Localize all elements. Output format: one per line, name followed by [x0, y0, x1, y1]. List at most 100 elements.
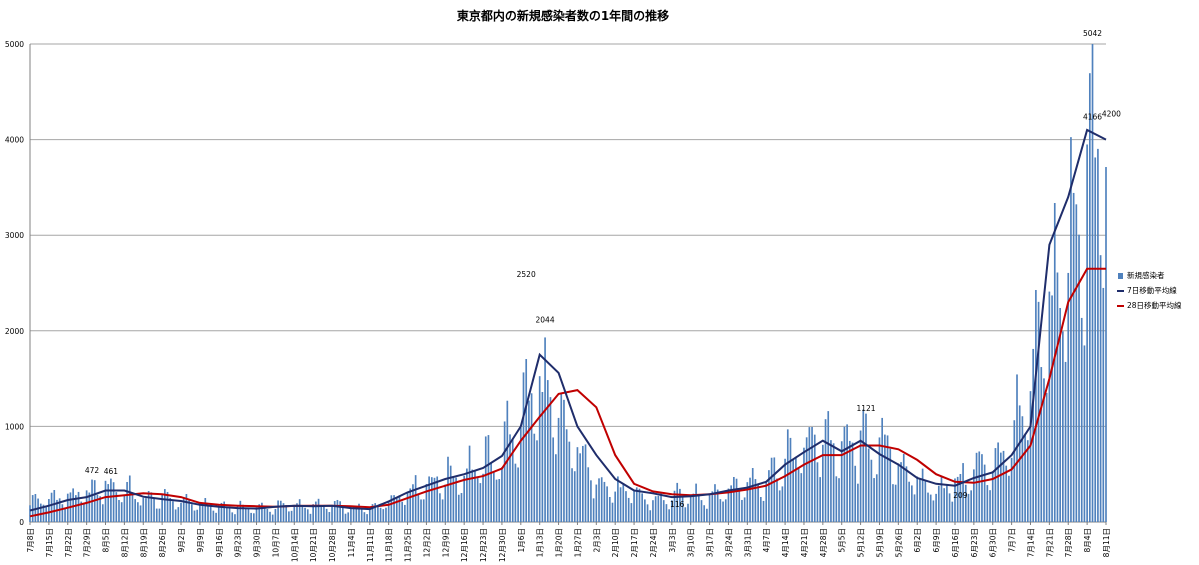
bar [1091, 44, 1094, 522]
bar [967, 493, 970, 522]
bar [64, 507, 66, 522]
bar [546, 380, 549, 522]
bar [145, 498, 147, 522]
bar [347, 512, 350, 522]
bar [768, 470, 770, 522]
bar [665, 504, 668, 522]
x-tick-label: 6月9日 [932, 528, 941, 553]
bar [306, 509, 309, 522]
bar [104, 480, 107, 522]
bar [174, 509, 177, 522]
bar [940, 476, 943, 522]
bar [158, 508, 161, 522]
bar [48, 499, 50, 522]
bar [859, 430, 862, 522]
bar [1056, 272, 1059, 522]
legend-label: 新規感染者 [1127, 270, 1165, 280]
bar [430, 477, 433, 522]
bar [137, 502, 139, 522]
bar [1024, 433, 1026, 522]
bar [387, 500, 390, 522]
bar [973, 469, 975, 522]
bar [83, 503, 85, 522]
bar [813, 434, 816, 522]
bar [784, 458, 786, 522]
bar [649, 510, 652, 522]
bar [652, 500, 654, 522]
bar [541, 391, 544, 522]
legend-label: 28日移動平均線 [1127, 300, 1182, 310]
bar [916, 476, 919, 522]
bar [679, 488, 681, 522]
bar [190, 504, 193, 522]
x-tick-label: 3月3日 [668, 528, 677, 553]
ma7-line [29, 128, 1107, 512]
bar [244, 508, 247, 522]
bar [355, 506, 358, 522]
bar [935, 493, 937, 522]
bar [989, 490, 991, 522]
bar [417, 494, 420, 522]
bar [128, 475, 131, 522]
bar [552, 437, 555, 522]
bar [573, 471, 576, 522]
x-tick-label: 9月30日 [253, 528, 262, 557]
bar [555, 454, 557, 522]
bar [293, 505, 296, 522]
bar [533, 433, 536, 522]
bar [584, 444, 587, 522]
data-label: 4200 [1102, 109, 1121, 118]
bar [39, 503, 42, 522]
y-tick-label: 4000 [5, 136, 24, 145]
data-label: 2044 [536, 316, 555, 325]
bar [795, 456, 797, 522]
bar [1005, 465, 1008, 522]
x-tick-label: 12月2日 [422, 528, 431, 557]
x-tick-label: 8月5日 [102, 528, 111, 553]
bar [754, 479, 757, 522]
bar [101, 504, 104, 522]
bar [706, 508, 708, 522]
legend-swatch [1118, 273, 1123, 279]
bar [452, 476, 455, 522]
bar [695, 483, 697, 522]
bar [689, 495, 692, 522]
bar [290, 510, 293, 522]
bar [31, 495, 34, 522]
bar [759, 497, 762, 522]
bar [217, 505, 220, 522]
x-tick-label: 3月17日 [706, 528, 715, 557]
bar [894, 484, 897, 522]
bar [1051, 295, 1053, 522]
bar [420, 499, 422, 522]
x-tick-label: 3月24日 [724, 528, 733, 557]
bar [344, 513, 347, 522]
bar [773, 457, 776, 522]
y-tick-label: 5000 [5, 40, 24, 49]
bar [635, 487, 638, 522]
x-tick-label: 4月21日 [800, 528, 809, 557]
bar [126, 481, 128, 522]
bar [568, 441, 571, 522]
bar [439, 493, 441, 522]
bar [697, 495, 700, 522]
x-tick-label: 7月21日 [1045, 528, 1054, 557]
bar [846, 424, 848, 522]
bar [107, 484, 110, 522]
bar [231, 512, 234, 522]
bar [892, 484, 894, 522]
bar [913, 494, 916, 522]
bar [336, 499, 339, 522]
x-tick-label: 1月13日 [536, 528, 545, 557]
bar [341, 505, 344, 522]
bar [301, 506, 304, 522]
bar [511, 439, 514, 522]
x-tick-label: 6月16日 [951, 528, 960, 557]
bar [902, 453, 905, 522]
bar [757, 484, 759, 522]
bar [360, 509, 363, 522]
bar [215, 512, 217, 522]
bar [997, 442, 999, 522]
x-tick-label: 4月14日 [781, 528, 790, 557]
bar [503, 421, 506, 522]
